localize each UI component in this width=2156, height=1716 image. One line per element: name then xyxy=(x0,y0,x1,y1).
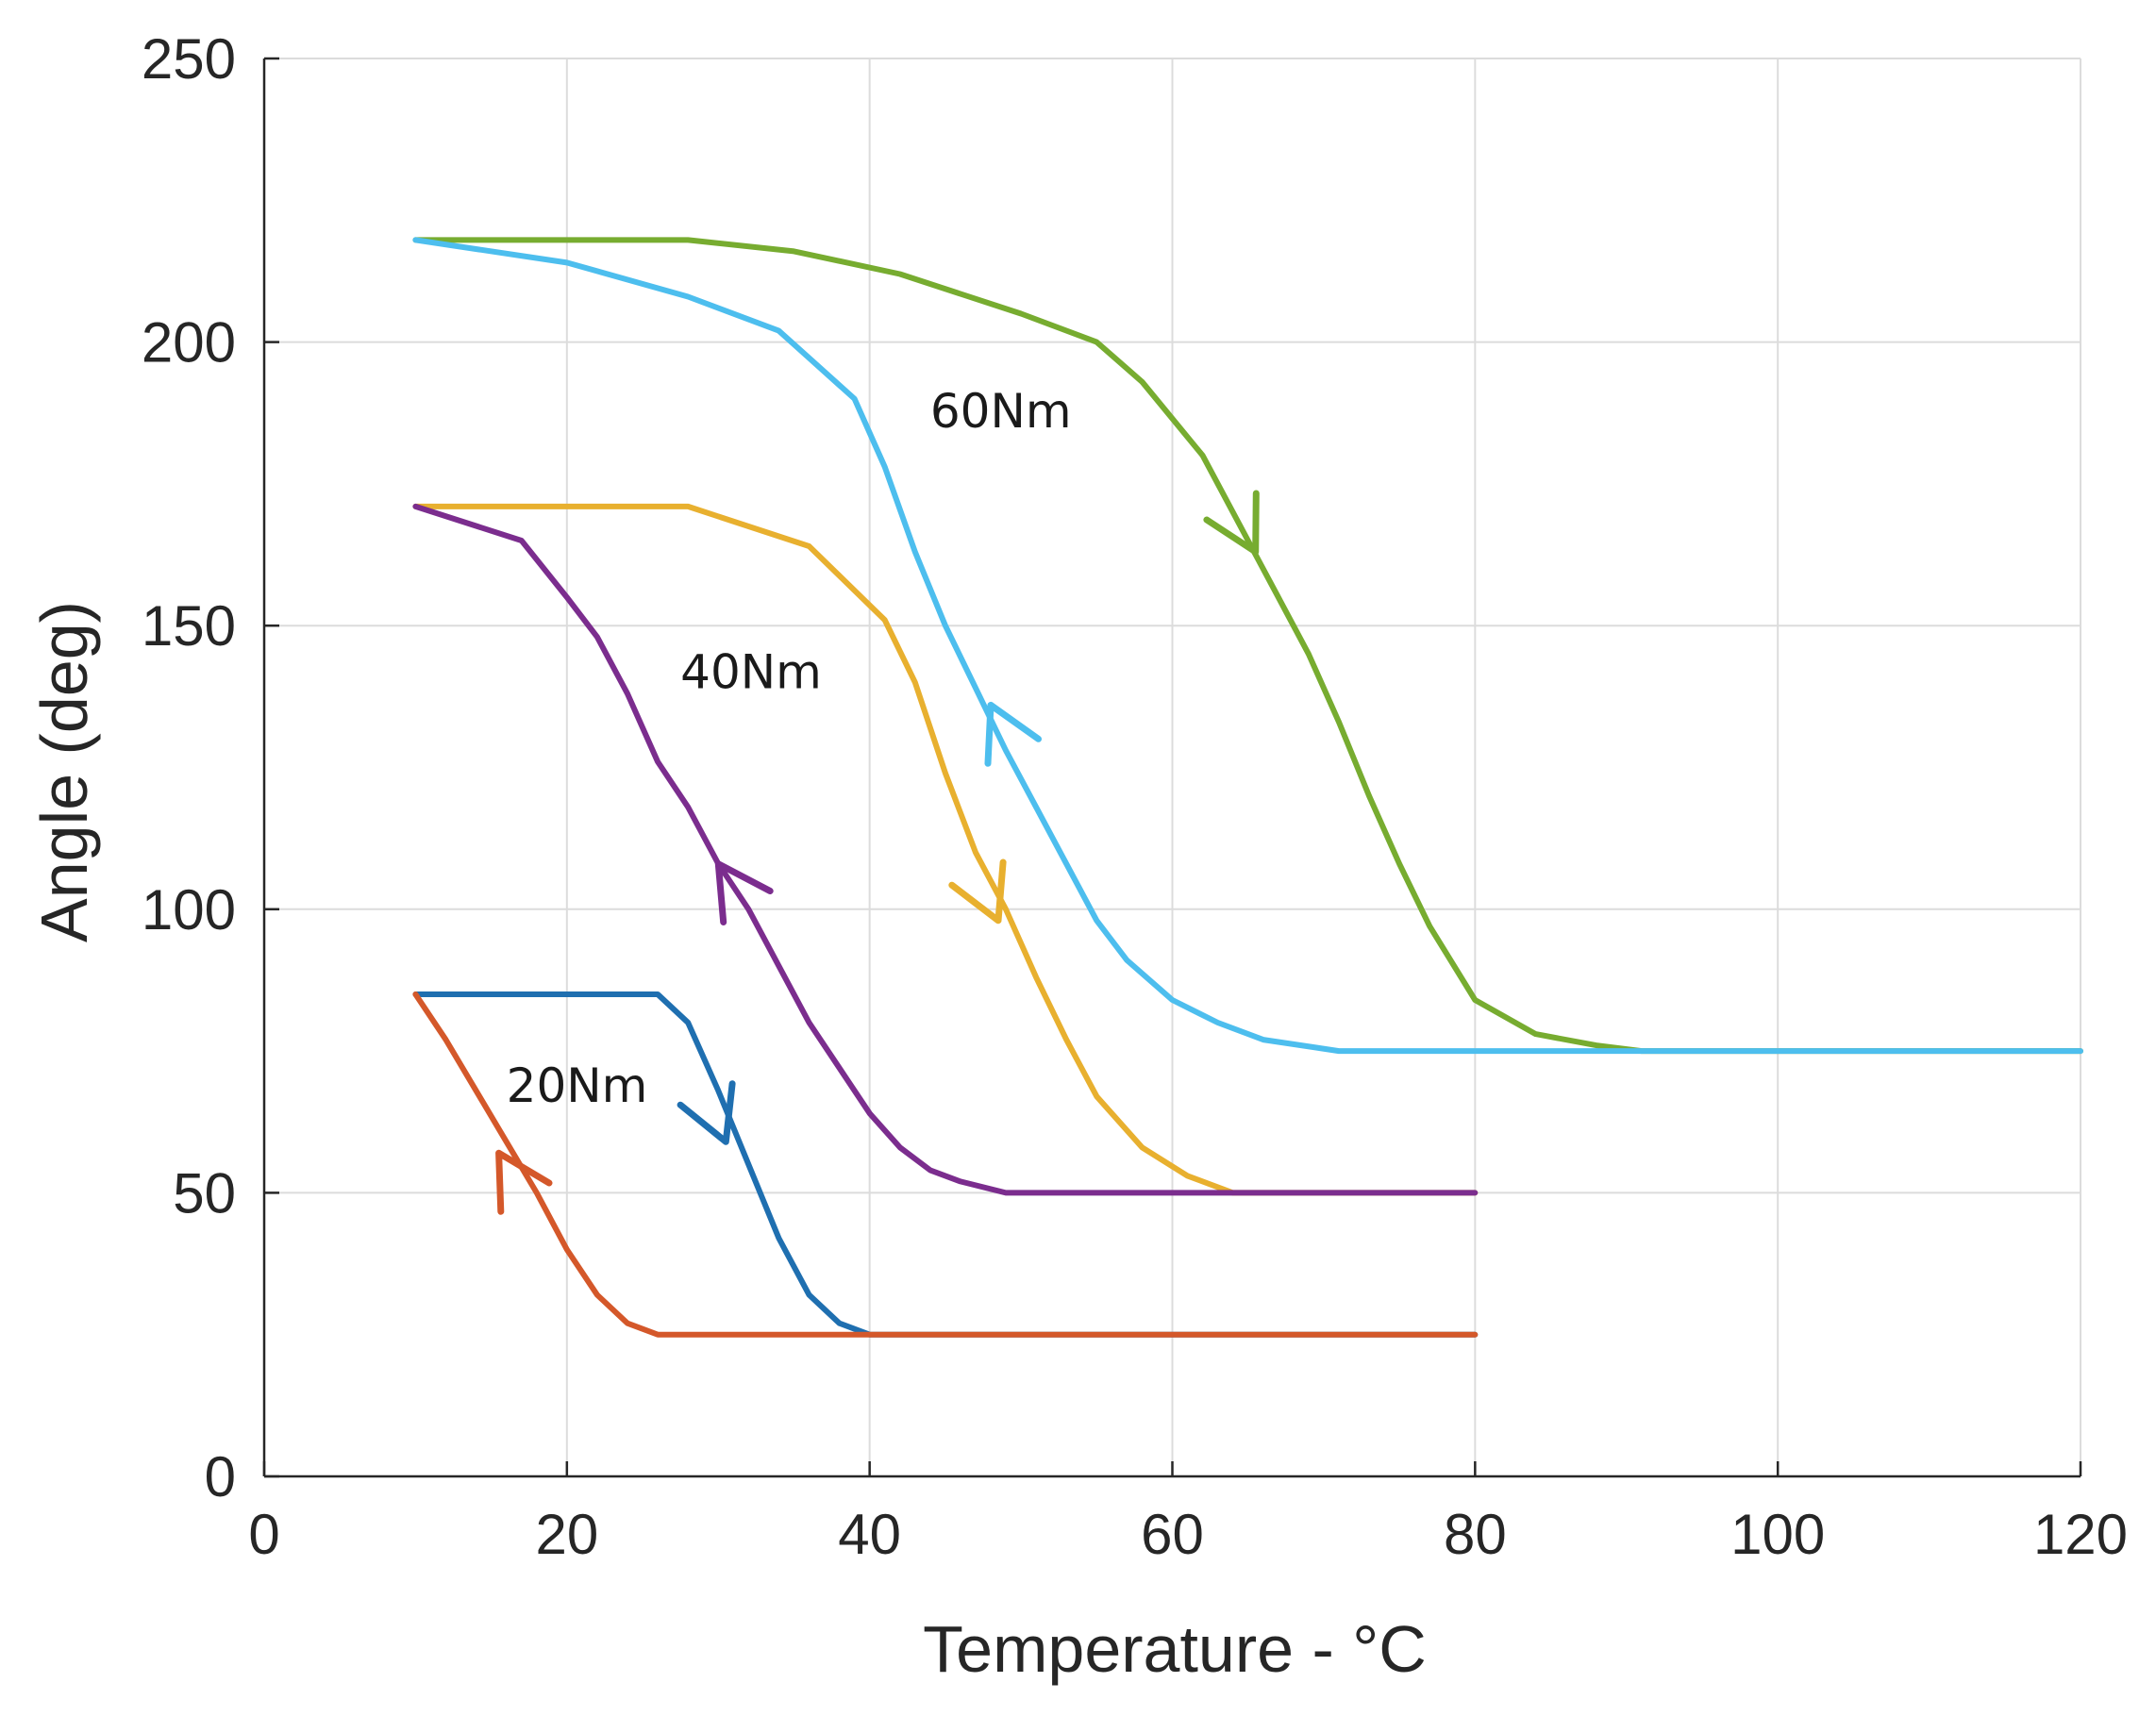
x-tick-label: 100 xyxy=(1730,1503,1825,1566)
x-tick-label: 0 xyxy=(248,1503,279,1566)
series-line xyxy=(412,237,2083,1055)
x-tick-label: 40 xyxy=(838,1503,901,1566)
y-tick-label: 200 xyxy=(142,311,236,375)
direction-arrow xyxy=(948,858,1007,925)
series-line xyxy=(412,991,1479,1338)
tick-labels: 0 20 40 60 80 100 120 0 50 100 150 200 250 xyxy=(142,27,2128,1566)
y-tick-label: 50 xyxy=(173,1161,236,1225)
y-tick-label: 100 xyxy=(142,878,236,941)
x-tick-label: 20 xyxy=(535,1503,598,1566)
annotation-label: 20Nm xyxy=(507,1058,648,1113)
annotations: 60Nm 40Nm 20Nm xyxy=(507,384,1072,1113)
x-tick-label: 60 xyxy=(1141,1503,1204,1566)
series-line xyxy=(412,503,1479,1196)
annotation-label: 60Nm xyxy=(930,384,1072,439)
series-line xyxy=(412,237,2083,1055)
series-line xyxy=(412,991,1479,1338)
series-group xyxy=(412,237,2083,1338)
direction-arrows xyxy=(495,490,1260,1215)
grid xyxy=(263,58,2081,1477)
x-tick-label: 120 xyxy=(2033,1503,2128,1566)
y-tick-label: 0 xyxy=(205,1445,236,1508)
direction-arrow xyxy=(714,860,774,925)
y-tick-label: 150 xyxy=(142,594,236,658)
direction-arrow xyxy=(984,701,1042,767)
direction-arrow xyxy=(677,1080,736,1145)
annotation-label: 40Nm xyxy=(680,644,822,699)
y-axis-title: Angle (deg) xyxy=(27,601,101,942)
series-line xyxy=(412,503,1479,1196)
direction-arrow xyxy=(495,1149,553,1215)
x-axis-title: Temperature - °C xyxy=(923,1612,1427,1686)
x-tick-label: 80 xyxy=(1444,1503,1507,1566)
axes xyxy=(262,57,2082,1478)
y-tick-label: 250 xyxy=(142,27,236,91)
direction-arrow xyxy=(1203,490,1260,556)
